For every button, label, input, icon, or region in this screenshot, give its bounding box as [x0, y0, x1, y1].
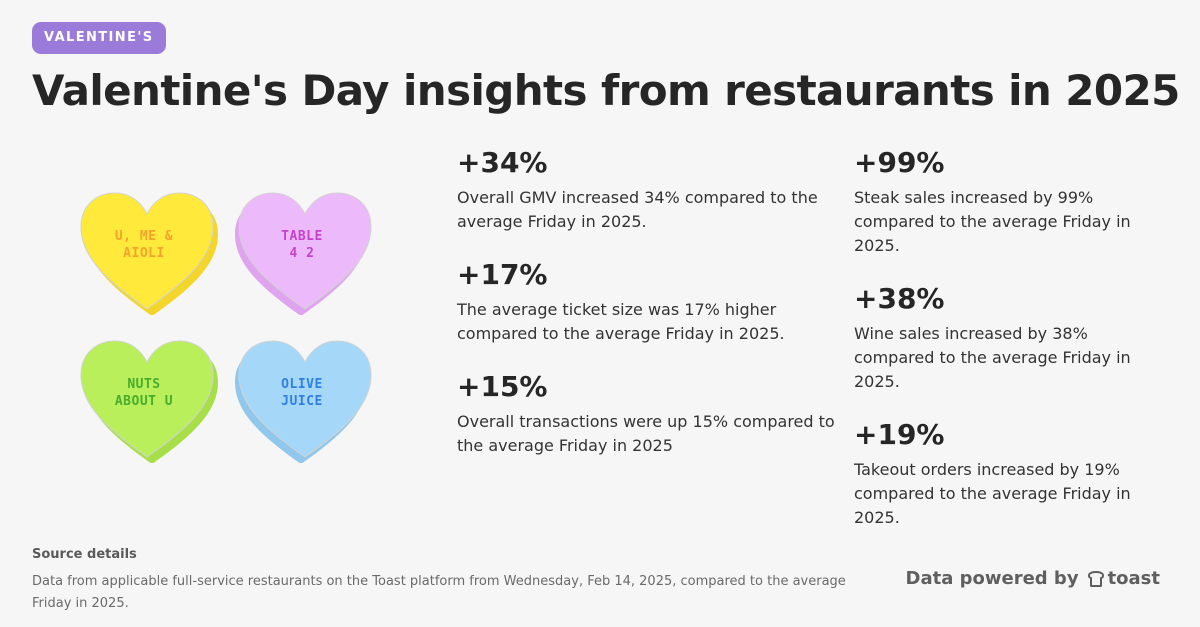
stat-description: The average ticket size was 17% higher c…	[457, 300, 785, 343]
heart-message: U, ME & AIOLI	[114, 229, 174, 261]
toast-logo: toast	[1087, 568, 1160, 589]
powered-by-label: Data powered by	[905, 568, 1079, 589]
stat-value: +19%	[854, 418, 945, 451]
toast-brand: toast	[1107, 568, 1160, 589]
stat-gmv: +34% Overall GMV increased 34% compared …	[457, 146, 837, 234]
stat-description: Wine sales increased by 38% compared to …	[854, 324, 1131, 391]
stat-value: +15%	[457, 370, 548, 403]
candy-hearts-illustration: U, ME & AIOLI TABLE 4 2 NUTS ABOUT U OLI…	[70, 185, 390, 465]
heart-message: TABLE 4 2	[281, 229, 323, 261]
heart-message: NUTS ABOUT U	[114, 377, 174, 409]
stat-description: Overall transactions were up 15% compare…	[457, 412, 835, 455]
stat-value: +34%	[457, 146, 548, 179]
toast-logo-icon	[1087, 570, 1104, 587]
stat-wine-sales: +38% Wine sales increased by 38% compare…	[854, 282, 1164, 394]
candy-heart-pink: TABLE 4 2	[233, 185, 378, 315]
stat-takeout-orders: +19% Takeout orders increased by 19% com…	[854, 418, 1164, 530]
stat-description: Takeout orders increased by 19% compared…	[854, 460, 1131, 527]
stat-transactions: +15% Overall transactions were up 15% co…	[457, 370, 837, 458]
stat-value: +17%	[457, 258, 548, 291]
stat-ticket-size: +17% The average ticket size was 17% hig…	[457, 258, 837, 346]
stat-value: +99%	[854, 146, 945, 179]
candy-heart-yellow: U, ME & AIOLI	[75, 185, 220, 315]
heart-icon	[235, 340, 372, 463]
stat-value: +38%	[854, 282, 945, 315]
candy-heart-blue: OLIVE JUICE	[233, 333, 378, 463]
category-badge: VALENTINE'S	[32, 22, 166, 54]
powered-by: Data powered by toast	[906, 568, 1161, 589]
heart-icon	[80, 192, 218, 315]
candy-heart-green: NUTS ABOUT U	[75, 333, 220, 463]
heart-message: OLIVE JUICE	[281, 377, 323, 409]
stat-description: Steak sales increased by 99% compared to…	[854, 188, 1131, 255]
page-title: Valentine's Day insights from restaurant…	[32, 66, 1180, 115]
heart-icon	[80, 340, 218, 463]
stat-description: Overall GMV increased 34% compared to th…	[457, 188, 818, 231]
source-heading: Source details	[32, 547, 137, 562]
heart-icon	[235, 192, 372, 315]
source-text: Data from applicable full-service restau…	[32, 574, 846, 611]
stat-steak-sales: +99% Steak sales increased by 99% compar…	[854, 146, 1164, 258]
